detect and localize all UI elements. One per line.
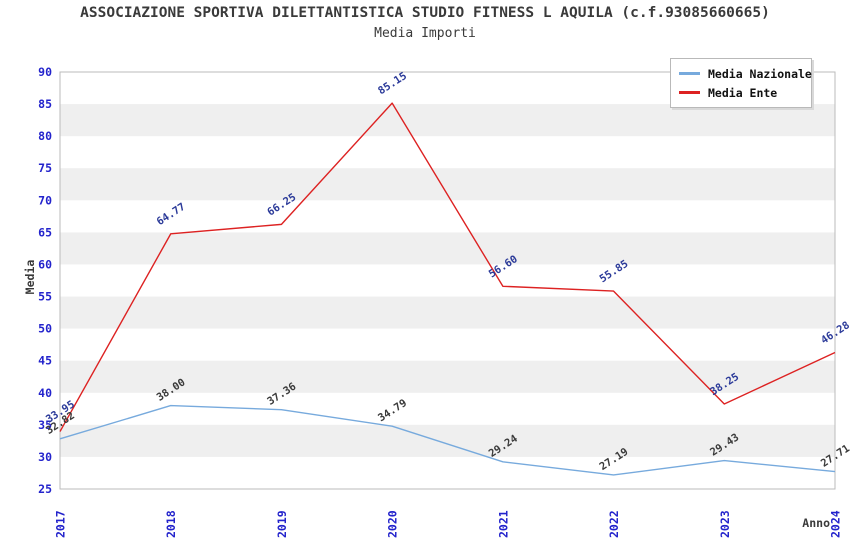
- plot-border: [59, 71, 836, 490]
- legend-item-media-nazionale: Media Nazionale: [679, 64, 812, 83]
- y-tick-label: 75: [38, 161, 52, 175]
- grid-band: [60, 296, 835, 329]
- y-tick-label: 40: [38, 386, 52, 400]
- legend-label-media-ente: Media Ente: [708, 85, 778, 100]
- y-tick-label: 60: [38, 257, 52, 271]
- x-tick-label: 2018: [164, 510, 178, 538]
- grid-band: [60, 360, 835, 393]
- y-tick-label: 45: [38, 354, 52, 368]
- legend: Media Nazionale Media Ente: [670, 58, 812, 108]
- chart-subtitle: Media Importi: [374, 26, 476, 41]
- y-tick-label: 70: [38, 193, 52, 207]
- y-tick-label: 80: [38, 129, 52, 143]
- x-tick-label: 2020: [386, 510, 400, 538]
- legend-label-media-nazionale: Media Nazionale: [708, 66, 812, 81]
- grid-band: [60, 232, 835, 265]
- x-tick-label: 2019: [275, 510, 289, 538]
- x-tick-label: 2021: [496, 510, 510, 538]
- legend-swatch-blue-line: [679, 72, 700, 75]
- y-tick-label: 65: [38, 225, 52, 239]
- y-tick-label: 35: [38, 418, 52, 432]
- data-point-label: 34.79: [376, 397, 409, 424]
- series-line-0: [59, 404, 836, 476]
- grid-band: [60, 104, 835, 137]
- series-line-1: [59, 102, 836, 432]
- data-point-label: 85.15: [376, 70, 409, 97]
- legend-swatch-red-line: [679, 91, 700, 94]
- x-tick-label: 2017: [54, 510, 68, 538]
- y-tick-label: 85: [38, 97, 52, 111]
- x-tick-label: 2023: [718, 510, 732, 538]
- y-tick-label: 25: [38, 482, 52, 496]
- y-tick-label: 50: [38, 322, 52, 336]
- legend-item-media-ente: Media Ente: [679, 83, 803, 102]
- x-tick-label: 2024: [829, 510, 843, 538]
- y-tick-label: 30: [38, 450, 52, 464]
- grid-band: [60, 424, 835, 457]
- y-tick-label: 90: [38, 65, 52, 79]
- chart-title: ASSOCIAZIONE SPORTIVA DILETTANTISTICA ST…: [80, 5, 770, 21]
- data-point-label: 64.77: [155, 201, 188, 228]
- x-tick-label: 2022: [607, 510, 621, 538]
- y-tick-label: 55: [38, 290, 52, 304]
- x-axis-label: Anno: [802, 516, 830, 530]
